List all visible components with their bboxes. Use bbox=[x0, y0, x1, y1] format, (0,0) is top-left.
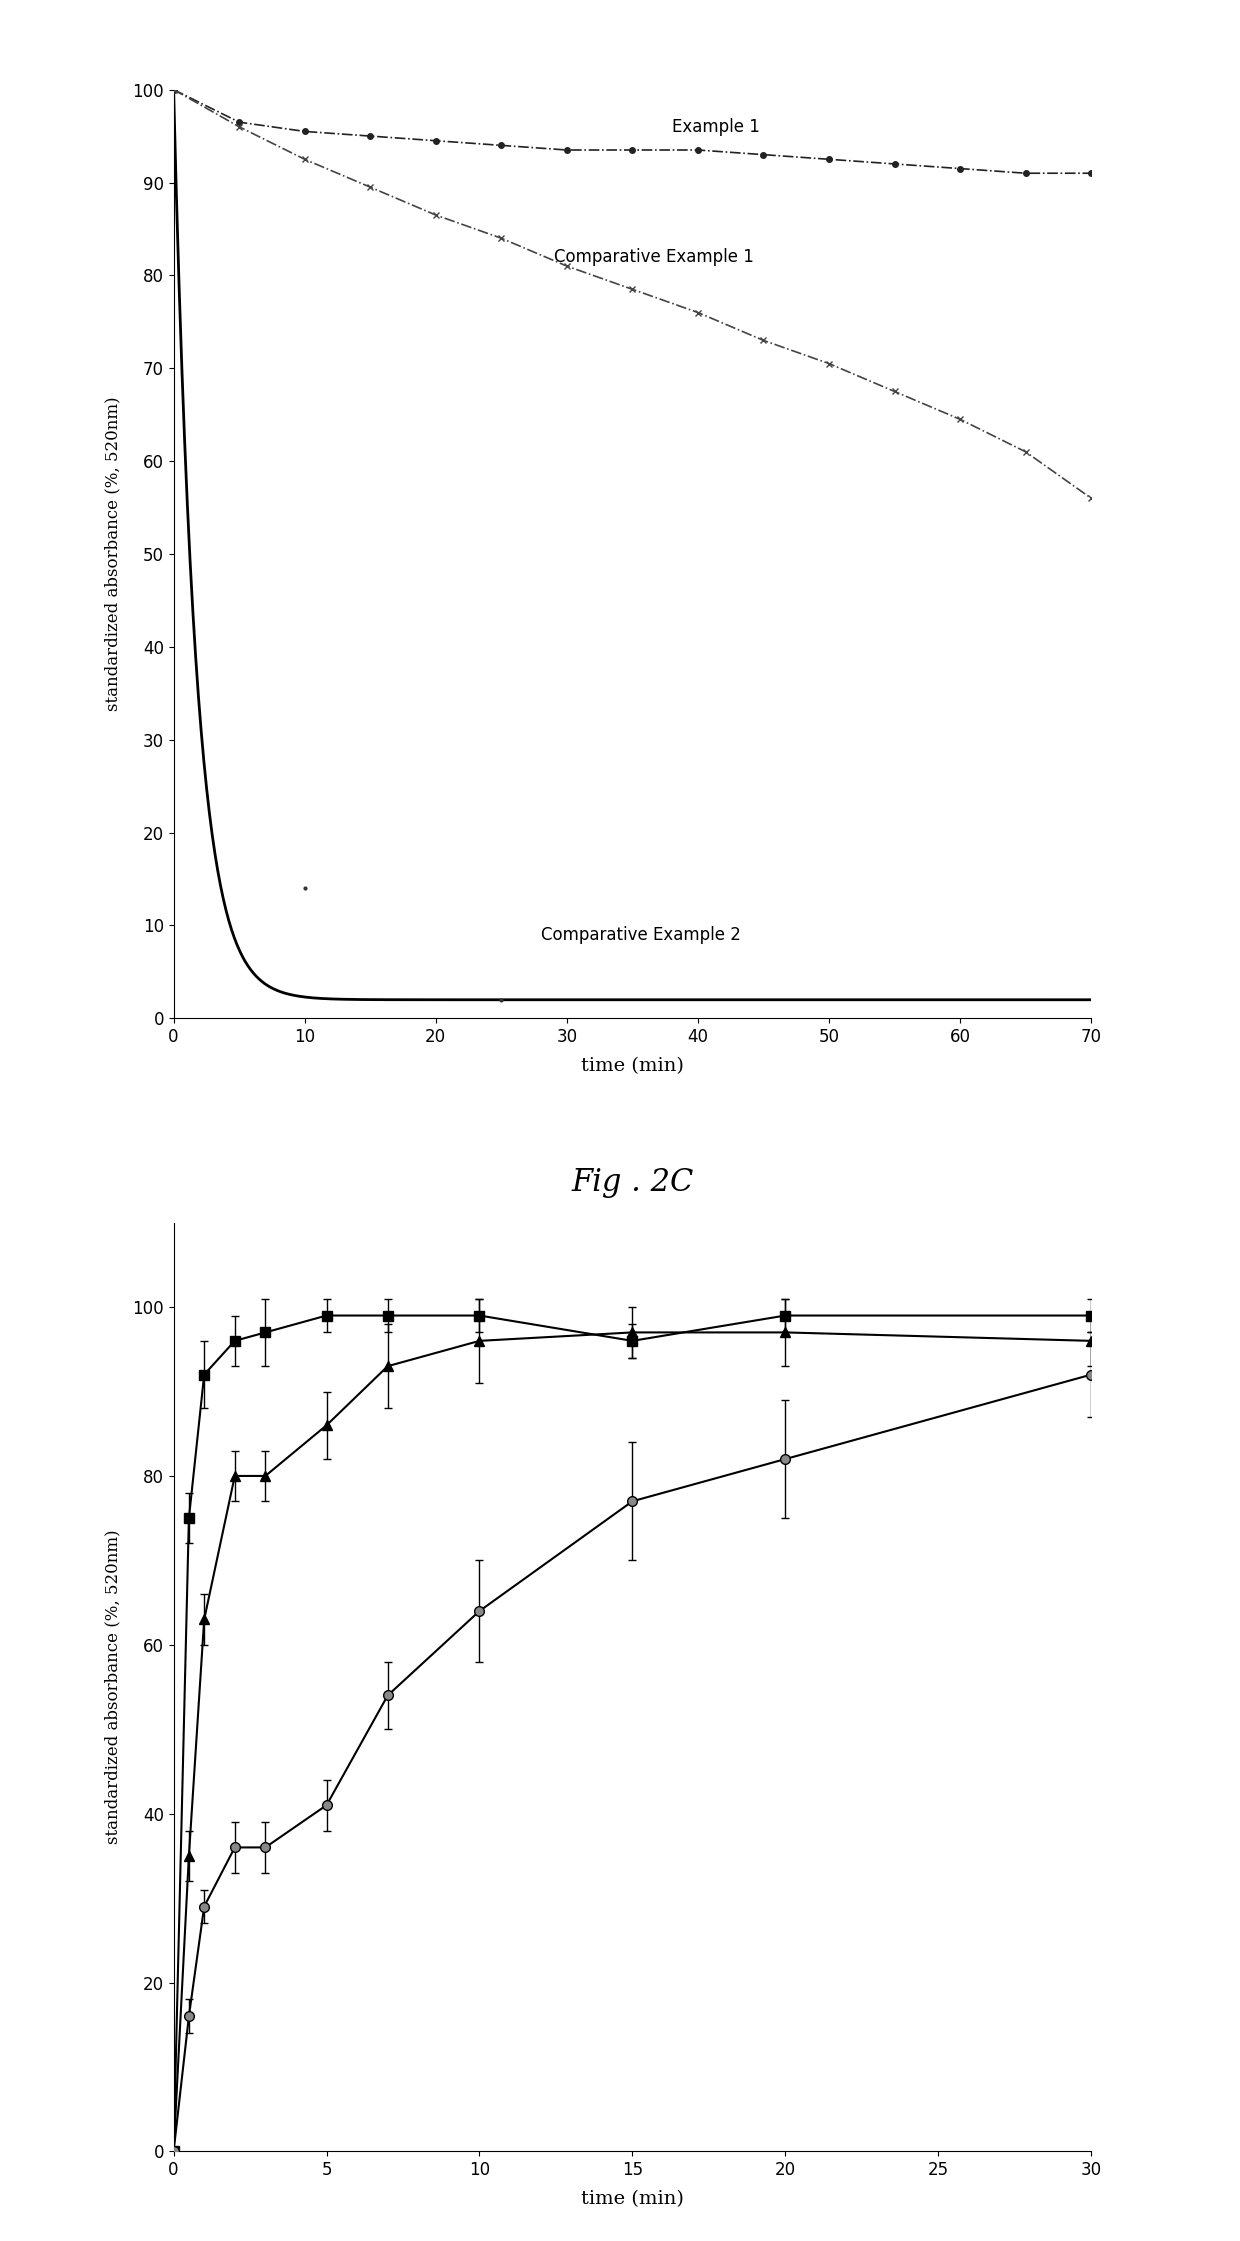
Y-axis label: standardized absorbance (%, 520nm): standardized absorbance (%, 520nm) bbox=[104, 397, 122, 710]
Y-axis label: standardized absorbance (%, 520nm): standardized absorbance (%, 520nm) bbox=[104, 1531, 122, 1844]
X-axis label: time (min): time (min) bbox=[582, 2189, 683, 2207]
Text: Comparative Example 2: Comparative Example 2 bbox=[541, 926, 740, 943]
Text: Comparative Example 1: Comparative Example 1 bbox=[554, 249, 754, 267]
Text: Example 1: Example 1 bbox=[672, 119, 760, 137]
X-axis label: time (min): time (min) bbox=[582, 1058, 683, 1076]
Text: Fig . 2C: Fig . 2C bbox=[572, 1168, 693, 1199]
